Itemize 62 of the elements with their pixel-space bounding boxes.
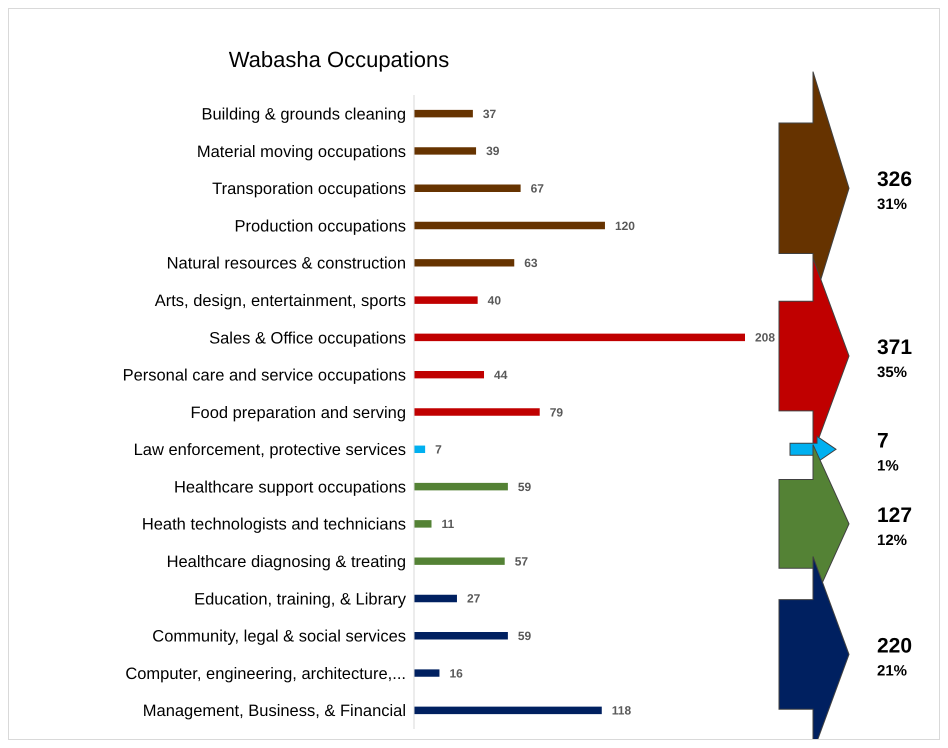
data-label: 59 <box>518 629 532 644</box>
y-tick-label: Computer, engineering, architecture,... <box>125 664 406 683</box>
bar <box>414 147 476 155</box>
bar <box>414 408 540 416</box>
y-tick-label: Education, training, & Library <box>194 590 407 608</box>
bar <box>414 259 514 267</box>
chart-title: Wabasha Occupations <box>228 47 450 73</box>
data-label: 16 <box>449 666 464 680</box>
text: 12% <box>877 532 908 549</box>
data-label: 39 <box>486 144 500 158</box>
y-tick-label: Production occupations <box>234 217 406 236</box>
text: 326 <box>877 168 912 192</box>
y-tick-label: Heath technologists and technicians <box>142 516 406 534</box>
text: 7 <box>877 429 889 452</box>
y-tick-label: Management, Business, & Financial <box>142 702 406 720</box>
data-label: 57 <box>514 554 528 568</box>
data-label: 118 <box>612 704 632 718</box>
data-label: 27 <box>466 592 481 606</box>
data-label: 37 <box>482 106 497 121</box>
bar <box>414 296 478 304</box>
bar <box>414 482 508 490</box>
y-tick-label: Personal care and service occupations <box>122 366 406 385</box>
data-label: 67 <box>530 181 544 196</box>
data-label: 7 <box>435 442 442 457</box>
data-label: 44 <box>494 368 508 382</box>
y-tick-label: Arts, design, entertainment, sports <box>154 292 406 310</box>
y-tick-label: Healthcare support occupations <box>174 478 406 496</box>
text: 31% <box>877 196 908 214</box>
text: 1% <box>877 457 899 474</box>
data-label: 63 <box>524 256 538 270</box>
y-tick-label: Community, legal & social services <box>152 628 406 646</box>
text: 127 <box>877 504 912 527</box>
data-label: 59 <box>518 480 532 494</box>
y-tick-label: Natural resources & construction <box>166 254 406 273</box>
text: 35% <box>877 364 908 382</box>
text: 220 <box>877 634 912 658</box>
y-tick-label: Healthcare diagnosing & treating <box>166 553 406 572</box>
y-tick-label: Sales & Office occupations <box>209 329 406 348</box>
bar <box>414 222 605 230</box>
data-label: 79 <box>550 405 564 420</box>
bar <box>414 184 521 192</box>
bar <box>414 669 440 677</box>
bar <box>414 334 745 342</box>
data-label: 208 <box>755 330 776 345</box>
bar <box>414 520 432 528</box>
bar <box>414 632 508 640</box>
bar <box>414 110 473 118</box>
bar <box>414 706 602 714</box>
text: 21% <box>877 662 908 680</box>
y-tick-label: Building & grounds cleaning <box>201 106 406 124</box>
data-label: 40 <box>488 293 502 308</box>
bar <box>414 446 426 454</box>
y-tick-label: Transporation occupations <box>212 180 406 198</box>
data-label: 120 <box>614 218 636 233</box>
bar <box>414 370 484 378</box>
y-tick-label: Material moving occupations <box>196 142 406 161</box>
data-label: 11 <box>442 517 455 532</box>
y-tick-label: Law enforcement, protective services <box>134 441 406 460</box>
text: 371 <box>877 336 912 360</box>
bar <box>414 557 505 565</box>
bar <box>414 594 457 602</box>
y-tick-label: Food preparation and serving <box>190 404 406 422</box>
